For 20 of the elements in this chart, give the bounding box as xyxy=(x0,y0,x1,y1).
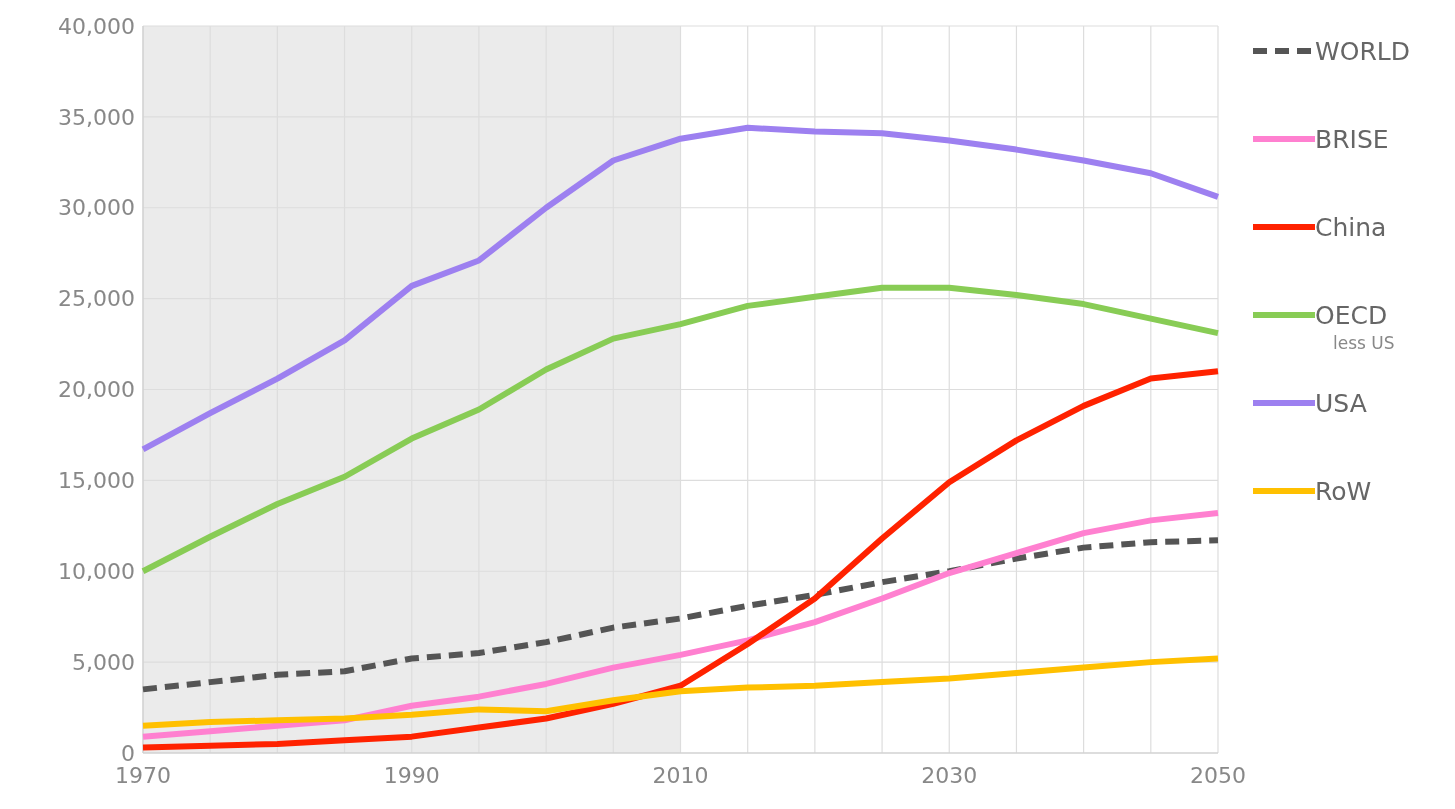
y-tick-label: 0 xyxy=(121,740,135,766)
y-tick-label: 5,000 xyxy=(72,649,135,675)
y-tick-label: 20,000 xyxy=(58,377,135,403)
x-tick-label: 2050 xyxy=(1190,763,1246,788)
y-tick-label: 30,000 xyxy=(58,195,135,221)
legend-label: BRISE xyxy=(1315,124,1389,154)
y-tick-label: 40,000 xyxy=(58,13,135,39)
y-tick-label: 10,000 xyxy=(58,558,135,584)
x-tick-label: 2030 xyxy=(921,763,978,788)
legend-label: WORLD xyxy=(1315,36,1410,66)
y-tick-label: 35,000 xyxy=(58,104,135,130)
x-tick-label: 1970 xyxy=(115,763,171,788)
x-tick-label: 1990 xyxy=(383,763,440,788)
legend-label: RoW xyxy=(1315,476,1372,506)
legend-label: USA xyxy=(1315,388,1367,418)
y-tick-label: 25,000 xyxy=(58,286,135,312)
x-tick-label: 2010 xyxy=(652,763,709,788)
legend-label: China xyxy=(1315,212,1387,242)
legend-label: OECD less US xyxy=(1315,300,1395,353)
y-tick-label: 15,000 xyxy=(58,468,135,494)
